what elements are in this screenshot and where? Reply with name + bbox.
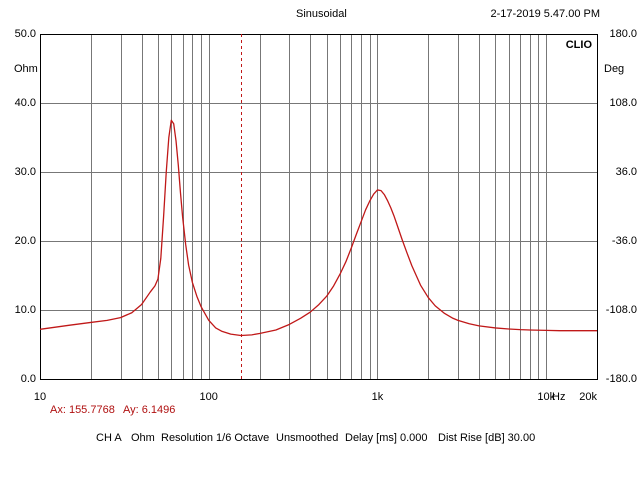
- y-tick-label: 20.0: [14, 235, 36, 247]
- x-tick-label: 20k: [579, 391, 597, 403]
- grid: [40, 34, 597, 379]
- right-axis-unit: Deg: [604, 63, 625, 75]
- x-axis-unit: Hz: [552, 391, 566, 403]
- resolution-label: Resolution 1/6 Octave: [161, 432, 270, 444]
- y2-tick-label: 36.0: [615, 166, 637, 178]
- y-tick-label: 10.0: [14, 304, 36, 316]
- y-tick-label: 0.0: [20, 373, 36, 385]
- measurement-mode: Sinusoidal: [296, 8, 347, 20]
- y2-tick-label: 180.0: [609, 28, 637, 40]
- y2-tick-label: -180.0: [605, 373, 637, 385]
- dist-rise-label: Dist Rise [dB] 30.00: [438, 432, 536, 444]
- x-tick-label: 10k: [537, 391, 556, 403]
- x-tick-label: 100: [199, 391, 218, 403]
- y2-tick-label: 108.0: [609, 97, 637, 109]
- delay-label: Delay [ms] 0.000: [345, 432, 428, 444]
- brand-logo: CLIO: [565, 39, 592, 51]
- timestamp: 2-17-2019 5.47.00 PM: [490, 8, 600, 20]
- y2-tick-label: -108.0: [605, 304, 637, 316]
- x-tick-label: 10: [33, 391, 47, 403]
- cursor-y-readout: Ay: 6.1496: [123, 404, 176, 416]
- y-tick-label: 30.0: [14, 166, 36, 178]
- channel-label: CH A: [96, 432, 122, 444]
- y-tick-label: 40.0: [14, 97, 36, 109]
- cursor-x-readout: Ax: 155.7768: [50, 404, 115, 416]
- impedance-curve: [39, 119, 597, 337]
- plot-frame: [40, 34, 598, 380]
- left-axis-unit: Ohm: [14, 63, 38, 75]
- y2-tick-label: -36.0: [611, 235, 637, 247]
- x-tick-label: 1k: [371, 391, 384, 403]
- unit-label: Ohm: [131, 432, 155, 444]
- y-tick-label: 50.0: [14, 28, 36, 40]
- smoothing-label: Unsmoothed: [276, 432, 339, 444]
